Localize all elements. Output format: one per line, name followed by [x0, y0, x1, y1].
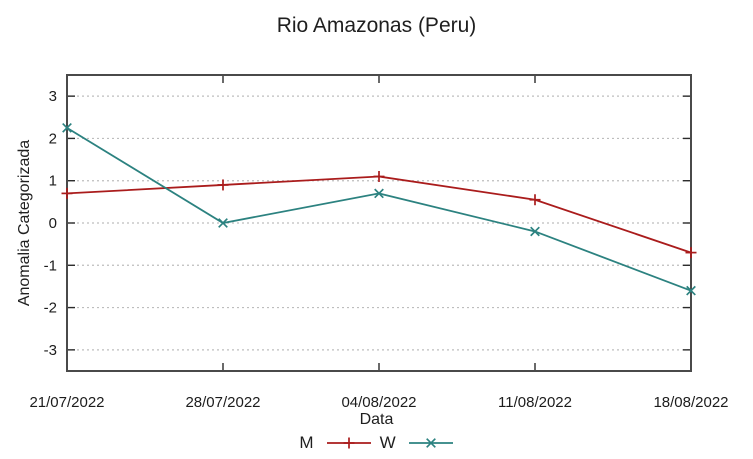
cross-marker-icon [686, 285, 696, 296]
legend-entry-W: W [380, 433, 454, 453]
x-tick-label: 28/07/2022 [185, 394, 260, 411]
cross-marker-icon [530, 226, 540, 237]
series-line-W [66, 127, 692, 292]
legend-sample-W [408, 438, 453, 448]
x-tick-label: 04/08/2022 [341, 394, 416, 411]
y-tick-label: 1 [49, 173, 57, 190]
x-tick-label: 21/07/2022 [29, 394, 104, 411]
y-tick-label: -1 [44, 257, 57, 274]
x-axis-label: Data [359, 411, 394, 428]
legend-entry-M: M [299, 433, 371, 453]
legend-label-W: W [379, 433, 396, 452]
cross-marker-icon [425, 438, 436, 448]
y-tick-label: -2 [44, 300, 57, 317]
cross-marker-icon [218, 218, 228, 228]
y-tick-label: 2 [49, 130, 57, 147]
cross-marker-icon [374, 188, 384, 199]
legend-label-M: M [299, 433, 314, 452]
x-tick-label: 18/08/2022 [653, 394, 728, 411]
legend-sample-M [326, 437, 371, 449]
chart-title: Rio Amazonas (Peru) [276, 14, 477, 37]
y-tick-label: 0 [49, 215, 57, 232]
plot-border [66, 74, 692, 372]
y-tick-label: -3 [44, 342, 57, 359]
cross-marker-icon [62, 122, 72, 133]
y-tick-label: 3 [49, 88, 57, 105]
series-line-M [66, 175, 692, 254]
x-tick-label: 11/08/2022 [498, 394, 572, 411]
